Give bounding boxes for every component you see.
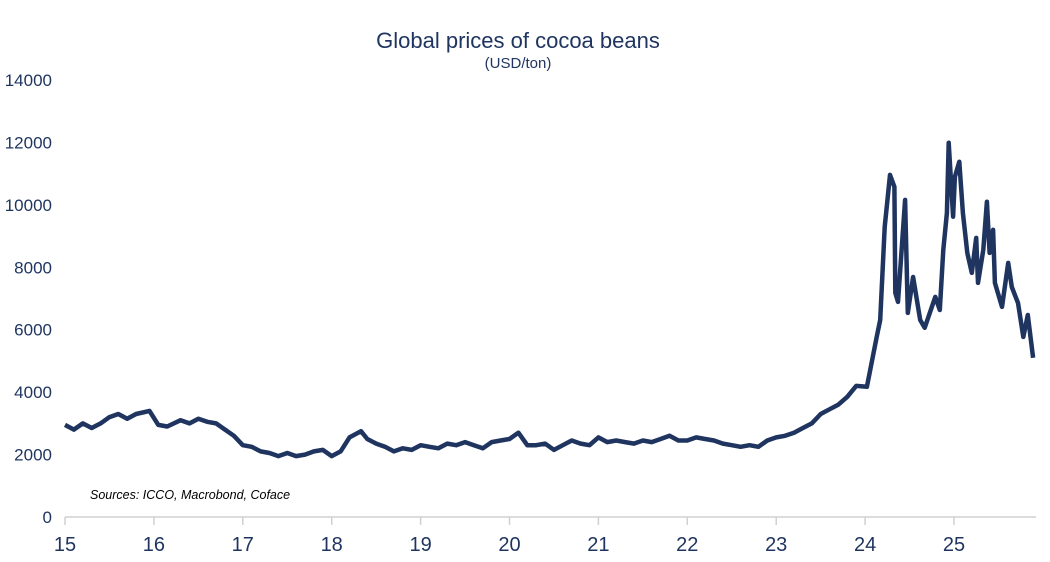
chart-title: Global prices of cocoa beans xyxy=(376,28,660,53)
y-tick-label: 6000 xyxy=(14,321,52,340)
y-tick-label: 8000 xyxy=(14,258,52,277)
x-tick-label: 23 xyxy=(765,534,787,556)
y-tick-label: 12000 xyxy=(5,133,52,152)
y-tick-label: 4000 xyxy=(14,383,52,402)
series-line-cocoa-price xyxy=(63,140,1036,459)
y-tick-label: 10000 xyxy=(5,196,52,215)
x-tick-label: 22 xyxy=(676,534,698,556)
x-axis: 15 16 17 18 19 20 21 22 23 24 25 xyxy=(54,517,965,556)
x-tick-label: 20 xyxy=(498,534,520,556)
x-tick-label: 16 xyxy=(143,534,165,556)
x-tick-label: 17 xyxy=(232,534,254,556)
y-axis: 0 2000 4000 6000 8000 10000 12000 14000 xyxy=(5,71,52,527)
x-tick-label: 24 xyxy=(854,534,876,556)
y-tick-label: 2000 xyxy=(14,446,52,465)
x-tick-label: 15 xyxy=(54,534,76,556)
y-tick-label: 14000 xyxy=(5,71,52,90)
x-tick-label: 25 xyxy=(943,534,965,556)
x-tick-label: 19 xyxy=(409,534,431,556)
source-note: Sources: ICCO, Macrobond, Coface xyxy=(90,488,290,502)
chart-subtitle: (USD/ton) xyxy=(485,55,552,72)
x-tick-label: 18 xyxy=(321,534,343,556)
x-tick-label: 21 xyxy=(587,534,609,556)
y-tick-label: 0 xyxy=(43,508,52,527)
